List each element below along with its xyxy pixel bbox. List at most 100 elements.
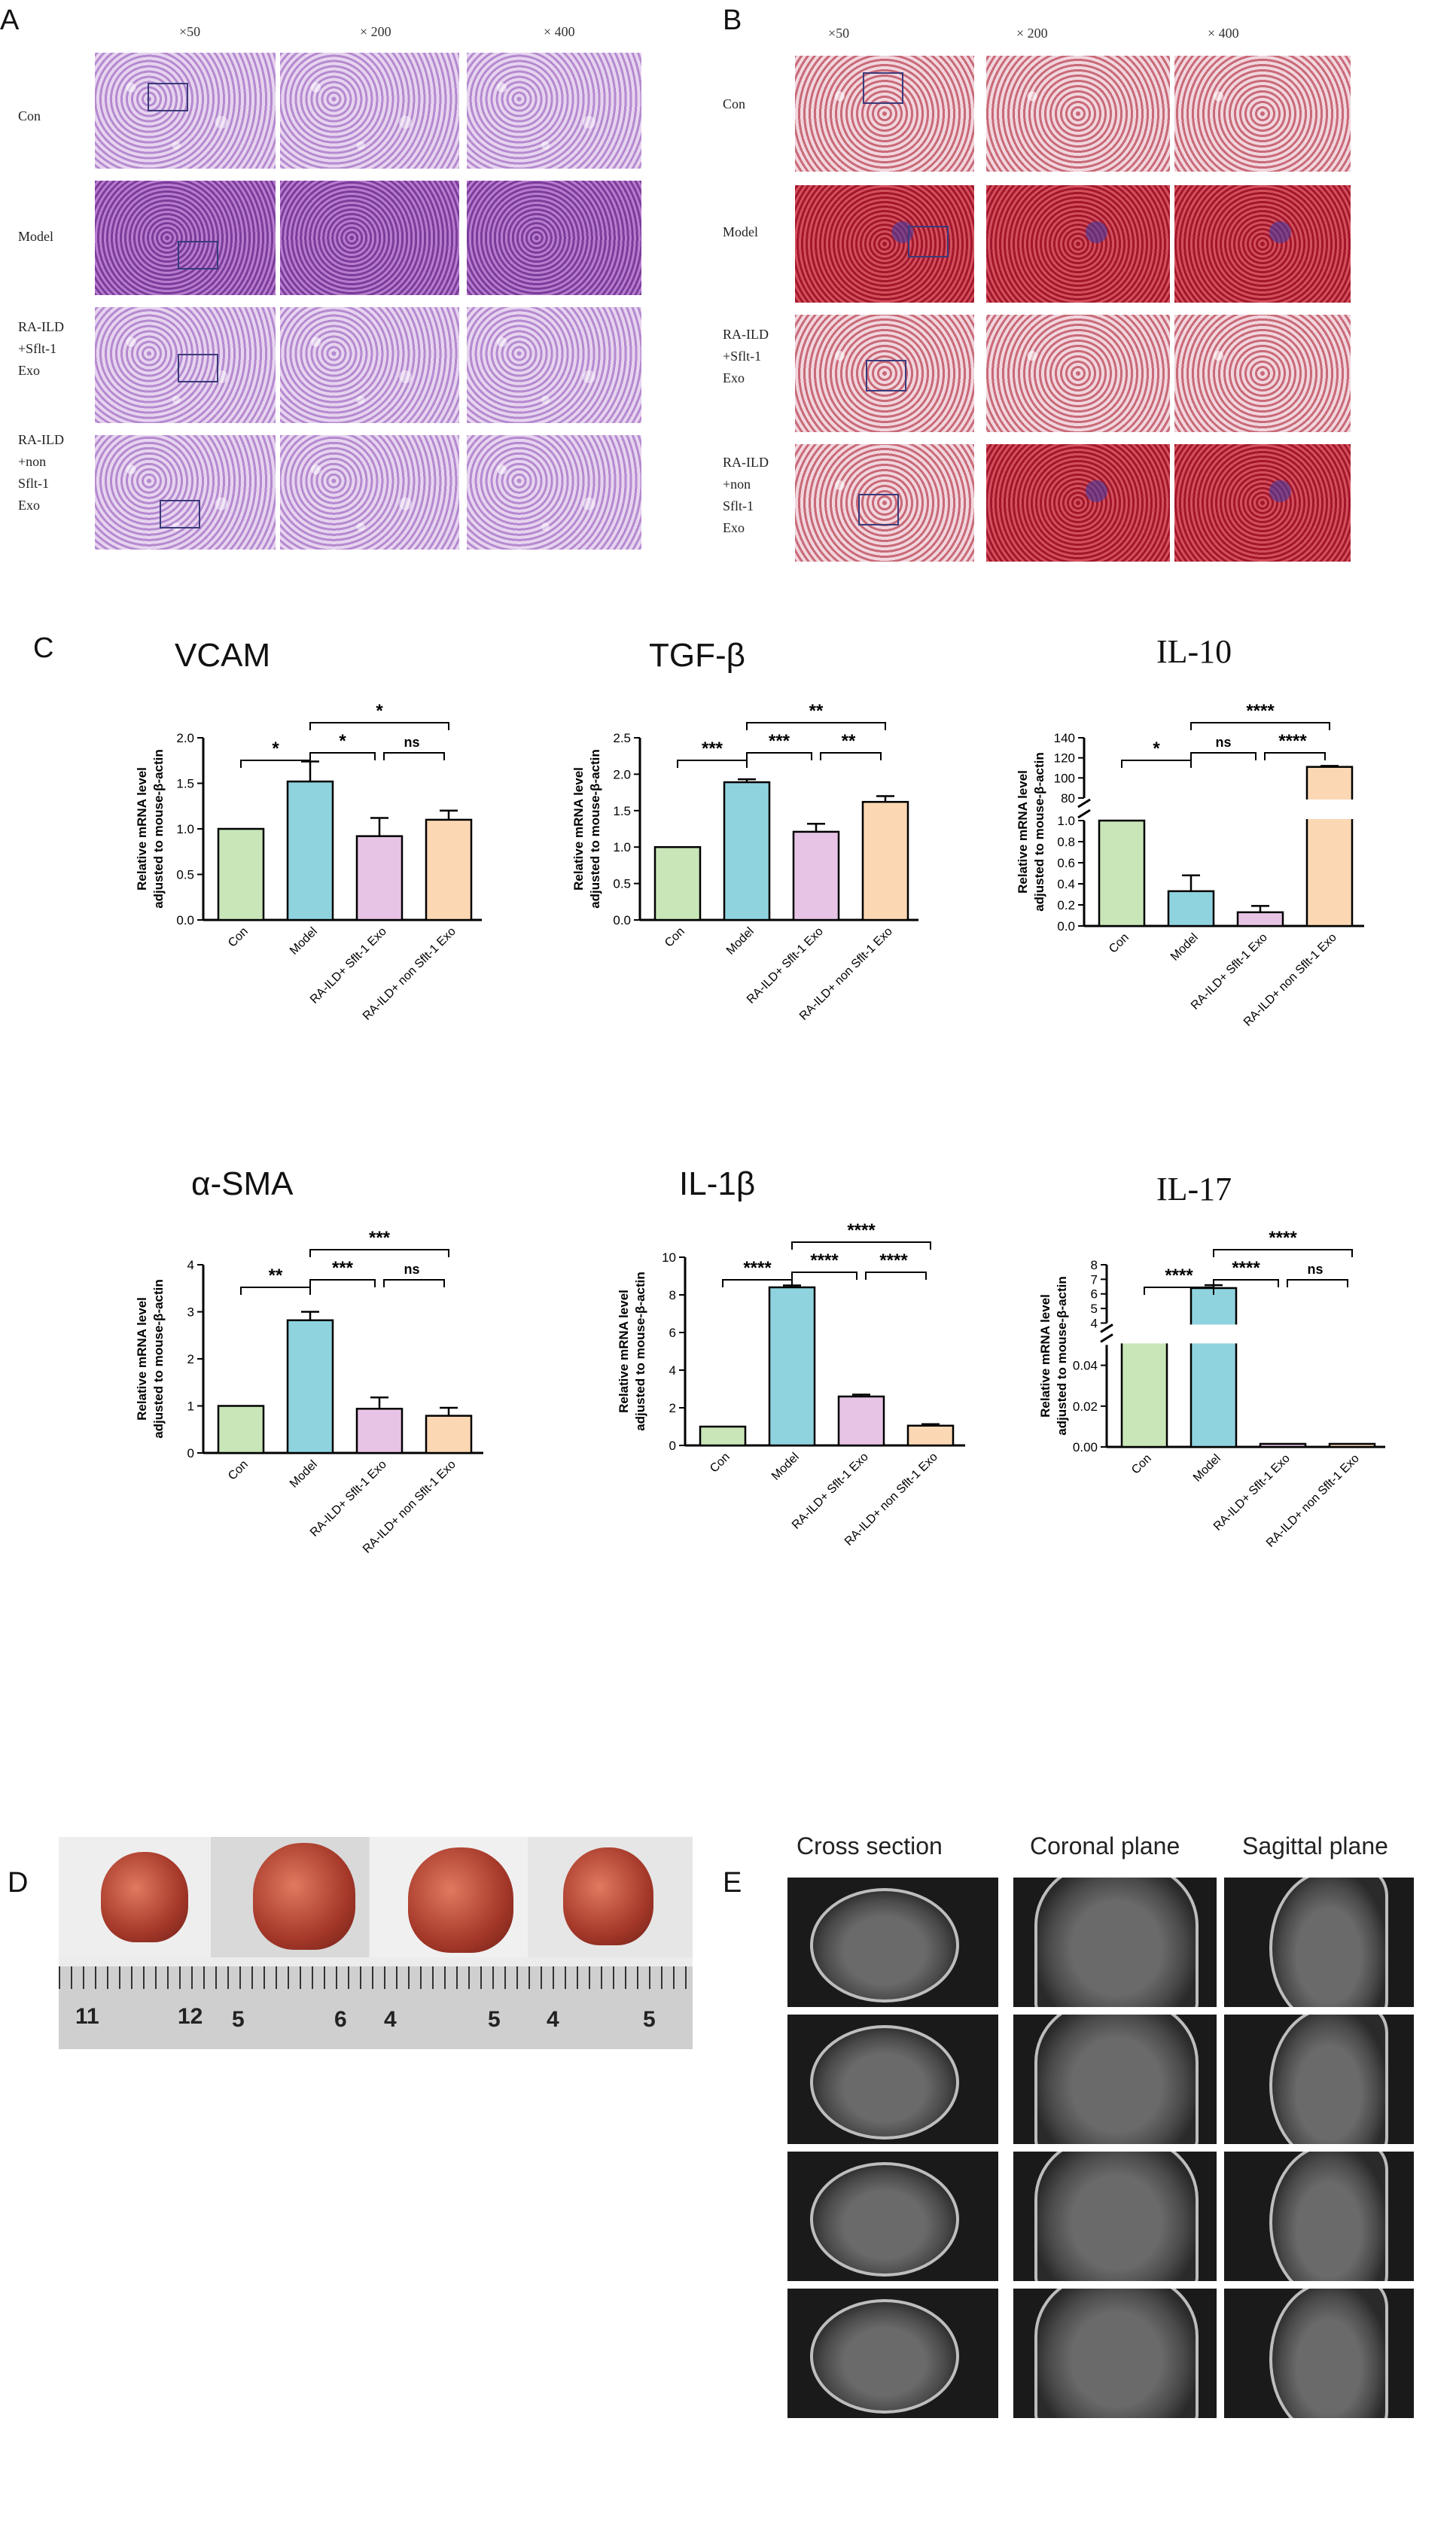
mag-header-200: × 200 (360, 24, 391, 39)
masson-tile (986, 56, 1170, 172)
masson-tile (986, 315, 1170, 432)
row-label-con: Con (723, 96, 746, 111)
he-tile (95, 435, 276, 550)
x-tick-label: Con (663, 925, 687, 950)
ct-header-coronal: Coronal plane (1030, 1832, 1180, 1859)
y-tick-label: 0.5 (176, 868, 194, 882)
significance-bracket (722, 1279, 793, 1287)
ruler-number: 4 (547, 2007, 559, 2032)
vcam-bar-chart: 0.0 0.5 1.0 1.5 2.0 Relative mRNA level adjust… (135, 701, 482, 1023)
lung-specimen (253, 1843, 355, 1950)
bar (217, 1405, 265, 1454)
y-tick-label: 5 (1091, 1302, 1098, 1316)
zoom-box (908, 226, 949, 257)
significance-label: **** (810, 1250, 839, 1271)
y-axis-label: Relative mRNA level adjusted to mouse-β-a… (1038, 1276, 1069, 1436)
x-tick-label: Con (1129, 1452, 1154, 1477)
bar (861, 800, 909, 921)
y-axis-label-line: Relative mRNA level (135, 1297, 149, 1421)
bar (217, 827, 265, 921)
x-tick-label: Model (288, 925, 320, 958)
bar (425, 1415, 473, 1454)
bar (723, 781, 771, 921)
ct-image (1013, 2015, 1217, 2144)
masson-tile (1174, 444, 1351, 562)
ct-image (1224, 2152, 1414, 2281)
significance-bracket (383, 752, 445, 760)
significance-label: **** (1246, 701, 1275, 721)
y-tick-label: 4 (669, 1363, 676, 1378)
he-tile (280, 181, 459, 295)
y-tick-label: 1.5 (176, 777, 194, 791)
significance-bracket (746, 722, 886, 730)
ct-thorax (1034, 2289, 1199, 2418)
y-tick-label: 0.02 (1073, 1400, 1098, 1414)
bar (653, 845, 702, 921)
chart-title-asma: α-SMA (191, 1165, 294, 1202)
y-tick-label: 1 (187, 1400, 194, 1414)
significance-label: *** (702, 739, 723, 759)
row-label-non-sflt: RA-ILD +non Sflt-1 Exo (723, 455, 769, 535)
significance-label: **** (847, 1220, 876, 1241)
significance-bracket (1190, 722, 1330, 730)
significance-label: * (339, 731, 346, 751)
y-tick-label: 2 (669, 1401, 676, 1415)
ct-thorax (810, 1888, 959, 2003)
masson-tile (1174, 56, 1351, 172)
y-axis-label: Relative mRNA level adjusted to mouse-β-a… (617, 1272, 647, 1431)
ct-thorax (810, 2162, 959, 2277)
ct-image (787, 2289, 998, 2418)
significance-label: **** (1232, 1258, 1260, 1278)
zoom-box (858, 494, 899, 525)
mag-header-200: × 200 (1016, 26, 1048, 41)
masson-tile (986, 444, 1170, 562)
significance-label: * (272, 739, 279, 759)
y-tick-label: 1.0 (1057, 814, 1075, 828)
ct-image (1013, 1878, 1217, 2007)
ct-thorax (1269, 2152, 1388, 2281)
bar (286, 780, 334, 921)
y-tick-label: 80 (1061, 791, 1075, 806)
y-axis-label: Relative mRNA level adjusted to mouse-β-a… (1016, 752, 1046, 912)
chart-title-tgfb: TGF-β (649, 637, 745, 674)
ct-thorax (810, 2025, 959, 2140)
lung-specimen (101, 1852, 188, 1942)
row-label-model: Model (723, 224, 758, 239)
y-tick-label: 1.0 (176, 822, 194, 836)
ct-image (1224, 2015, 1414, 2144)
y-axis-label-line: Relative mRNA level (617, 1290, 631, 1413)
significance-label: ** (809, 701, 824, 721)
y-tick-label: 4 (187, 1258, 194, 1272)
bar (768, 1286, 816, 1447)
x-tick-label: RA-ILD+ Sflt-1 Exo (1211, 1452, 1293, 1534)
zoom-box (863, 72, 903, 104)
ct-header-sagittal: Sagittal plane (1242, 1832, 1388, 1859)
significance-bracket (1213, 1279, 1279, 1287)
ct-thorax (1269, 2289, 1388, 2418)
row-label-sflt: RA-ILD +Sflt-1 Exo (18, 319, 64, 378)
masson-tile (1174, 185, 1351, 303)
y-tick-label: 0.04 (1073, 1359, 1098, 1373)
y-axis-label-line: Relative mRNA level (1038, 1294, 1052, 1418)
bar (1259, 1442, 1307, 1448)
x-tick-label: RA-ILD+ Sflt-1 Exo (790, 1451, 871, 1532)
x-tick-label: Model (724, 925, 757, 958)
ct-thorax (1034, 2152, 1199, 2281)
y-tick-label: 0.0 (1057, 919, 1075, 934)
y-tick-label: 0 (669, 1439, 676, 1453)
significance-bracket (791, 1241, 931, 1250)
y-tick-label: 2.0 (176, 731, 194, 745)
ct-thorax (1034, 2015, 1199, 2144)
ct-image (1224, 2289, 1414, 2418)
significance-label: ** (269, 1266, 283, 1286)
axis-break-mark (1077, 798, 1091, 809)
mag-header-400: × 400 (1208, 26, 1239, 41)
y-tick-label: 0.00 (1073, 1440, 1098, 1454)
significance-bracket (1264, 752, 1326, 760)
y-tick-label: 0 (187, 1446, 194, 1460)
y-axis-label: Relative mRNA level adjusted to mouse-β-a… (135, 1279, 166, 1439)
significance-bracket (1121, 760, 1192, 768)
bar (792, 830, 840, 921)
significance-bracket (240, 1287, 311, 1295)
